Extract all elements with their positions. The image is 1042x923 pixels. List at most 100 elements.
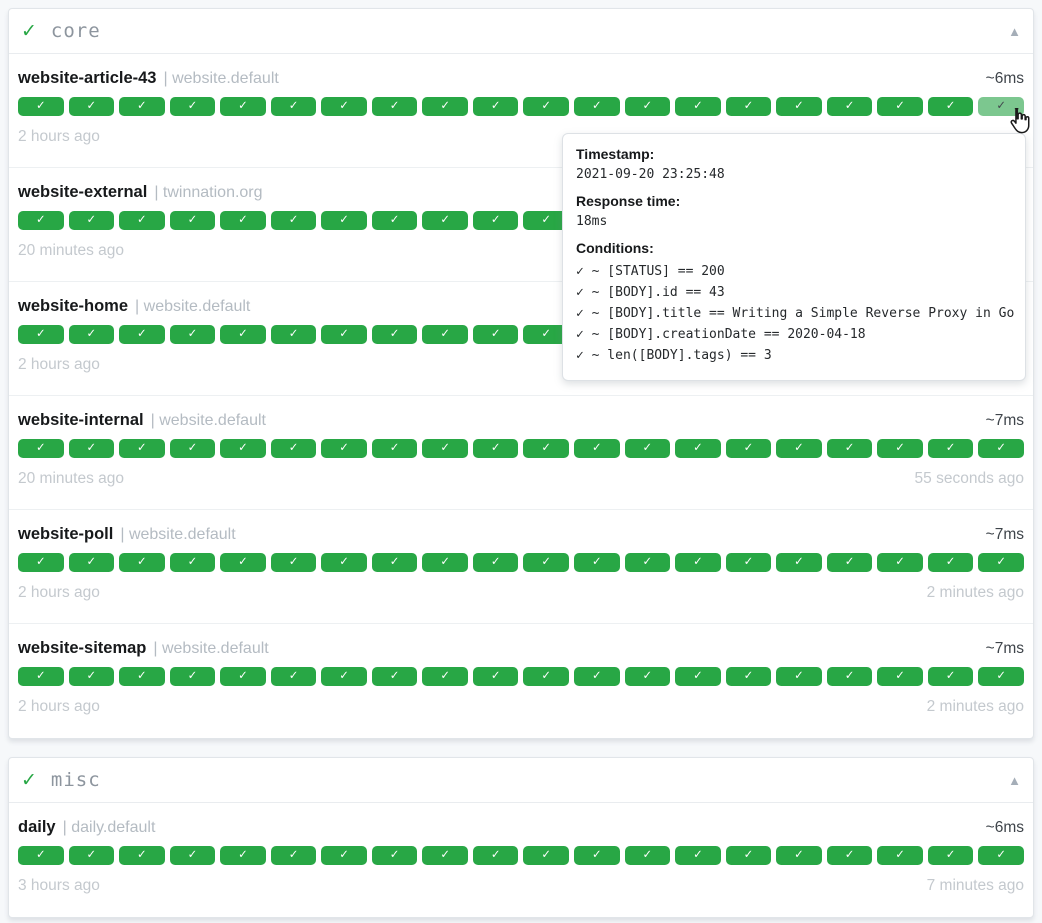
health-badge-success[interactable]: ✓: [725, 846, 772, 865]
health-badge-success[interactable]: ✓: [877, 97, 923, 116]
health-badge-success[interactable]: ✓: [422, 211, 468, 230]
health-badge-success[interactable]: ✓: [574, 439, 620, 458]
health-badge-success[interactable]: ✓: [321, 211, 367, 230]
health-badge-success[interactable]: ✓: [220, 97, 266, 116]
health-badge-success[interactable]: ✓: [776, 439, 822, 458]
health-badge-success[interactable]: ✓: [169, 97, 216, 116]
health-badge-success[interactable]: ✓: [68, 325, 115, 344]
health-badge-success[interactable]: ✓: [624, 553, 671, 572]
health-badge-success[interactable]: ✓: [371, 667, 418, 686]
health-badge-success[interactable]: ✓: [270, 211, 317, 230]
health-badge-success[interactable]: ✓: [119, 846, 165, 865]
health-badge-success[interactable]: ✓: [321, 553, 367, 572]
health-badge-success[interactable]: ✓: [169, 325, 216, 344]
health-badge-success[interactable]: ✓: [978, 97, 1024, 116]
health-badge-success[interactable]: ✓: [371, 97, 418, 116]
health-badge-success[interactable]: ✓: [523, 846, 570, 865]
health-badge-success[interactable]: ✓: [18, 553, 64, 572]
health-badge-success[interactable]: ✓: [472, 439, 519, 458]
health-badge-success[interactable]: ✓: [877, 553, 923, 572]
health-badge-success[interactable]: ✓: [422, 846, 468, 865]
health-badge-success[interactable]: ✓: [371, 553, 418, 572]
health-badge-success[interactable]: ✓: [978, 439, 1024, 458]
health-badge-success[interactable]: ✓: [523, 553, 570, 572]
health-badge-success[interactable]: ✓: [927, 667, 974, 686]
health-badge-success[interactable]: ✓: [220, 846, 266, 865]
health-badge-success[interactable]: ✓: [472, 325, 519, 344]
health-badge-success[interactable]: ✓: [371, 846, 418, 865]
health-badge-success[interactable]: ✓: [321, 97, 367, 116]
health-badge-success[interactable]: ✓: [119, 325, 165, 344]
health-badge-success[interactable]: ✓: [220, 211, 266, 230]
health-badge-success[interactable]: ✓: [169, 667, 216, 686]
health-badge-success[interactable]: ✓: [18, 211, 64, 230]
health-badge-success[interactable]: ✓: [119, 553, 165, 572]
health-badge-success[interactable]: ✓: [18, 846, 64, 865]
health-badge-success[interactable]: ✓: [270, 325, 317, 344]
health-badge-success[interactable]: ✓: [523, 211, 570, 230]
health-badge-success[interactable]: ✓: [927, 97, 974, 116]
health-badge-success[interactable]: ✓: [624, 667, 671, 686]
health-badge-success[interactable]: ✓: [422, 97, 468, 116]
health-badge-success[interactable]: ✓: [119, 97, 165, 116]
health-badge-success[interactable]: ✓: [675, 667, 721, 686]
health-badge-success[interactable]: ✓: [220, 667, 266, 686]
health-badge-success[interactable]: ✓: [68, 439, 115, 458]
health-badge-success[interactable]: ✓: [776, 667, 822, 686]
health-badge-success[interactable]: ✓: [675, 553, 721, 572]
health-badge-success[interactable]: ✓: [18, 667, 64, 686]
health-badge-success[interactable]: ✓: [371, 439, 418, 458]
collapse-triangle-icon[interactable]: ▲: [1008, 772, 1021, 788]
health-badge-success[interactable]: ✓: [119, 667, 165, 686]
health-badge-success[interactable]: ✓: [624, 97, 671, 116]
health-badge-success[interactable]: ✓: [270, 667, 317, 686]
health-badge-success[interactable]: ✓: [472, 211, 519, 230]
health-badge-success[interactable]: ✓: [422, 553, 468, 572]
health-badge-success[interactable]: ✓: [826, 846, 873, 865]
health-badge-success[interactable]: ✓: [574, 667, 620, 686]
health-badge-success[interactable]: ✓: [826, 553, 873, 572]
health-badge-success[interactable]: ✓: [574, 97, 620, 116]
health-badge-success[interactable]: ✓: [776, 553, 822, 572]
health-badge-success[interactable]: ✓: [321, 846, 367, 865]
health-badge-success[interactable]: ✓: [68, 211, 115, 230]
health-badge-success[interactable]: ✓: [675, 846, 721, 865]
health-badge-success[interactable]: ✓: [270, 553, 317, 572]
health-badge-success[interactable]: ✓: [624, 439, 671, 458]
health-badge-success[interactable]: ✓: [422, 667, 468, 686]
health-badge-success[interactable]: ✓: [422, 325, 468, 344]
health-badge-success[interactable]: ✓: [927, 553, 974, 572]
health-badge-success[interactable]: ✓: [68, 97, 115, 116]
health-badge-success[interactable]: ✓: [978, 553, 1024, 572]
health-badge-success[interactable]: ✓: [877, 667, 923, 686]
health-badge-success[interactable]: ✓: [371, 211, 418, 230]
group-header[interactable]: ✓ misc ▲: [9, 758, 1033, 803]
health-badge-success[interactable]: ✓: [119, 439, 165, 458]
health-badge-success[interactable]: ✓: [523, 97, 570, 116]
health-badge-success[interactable]: ✓: [725, 97, 772, 116]
health-badge-success[interactable]: ✓: [169, 553, 216, 572]
health-badge-success[interactable]: ✓: [978, 667, 1024, 686]
health-badge-success[interactable]: ✓: [725, 439, 772, 458]
health-badge-success[interactable]: ✓: [523, 667, 570, 686]
health-badge-success[interactable]: ✓: [472, 846, 519, 865]
health-badge-success[interactable]: ✓: [68, 553, 115, 572]
health-badge-success[interactable]: ✓: [725, 667, 772, 686]
health-badge-success[interactable]: ✓: [119, 211, 165, 230]
health-badge-success[interactable]: ✓: [169, 846, 216, 865]
health-badge-success[interactable]: ✓: [877, 439, 923, 458]
health-badge-success[interactable]: ✓: [321, 667, 367, 686]
health-badge-success[interactable]: ✓: [68, 667, 115, 686]
collapse-triangle-icon[interactable]: ▲: [1008, 23, 1021, 39]
health-badge-success[interactable]: ✓: [675, 97, 721, 116]
health-badge-success[interactable]: ✓: [624, 846, 671, 865]
health-badge-success[interactable]: ✓: [422, 439, 468, 458]
health-badge-success[interactable]: ✓: [826, 439, 873, 458]
health-badge-success[interactable]: ✓: [68, 846, 115, 865]
health-badge-success[interactable]: ✓: [270, 846, 317, 865]
health-badge-success[interactable]: ✓: [523, 439, 570, 458]
health-badge-success[interactable]: ✓: [725, 553, 772, 572]
health-badge-success[interactable]: ✓: [18, 325, 64, 344]
health-badge-success[interactable]: ✓: [523, 325, 570, 344]
health-badge-success[interactable]: ✓: [776, 846, 822, 865]
